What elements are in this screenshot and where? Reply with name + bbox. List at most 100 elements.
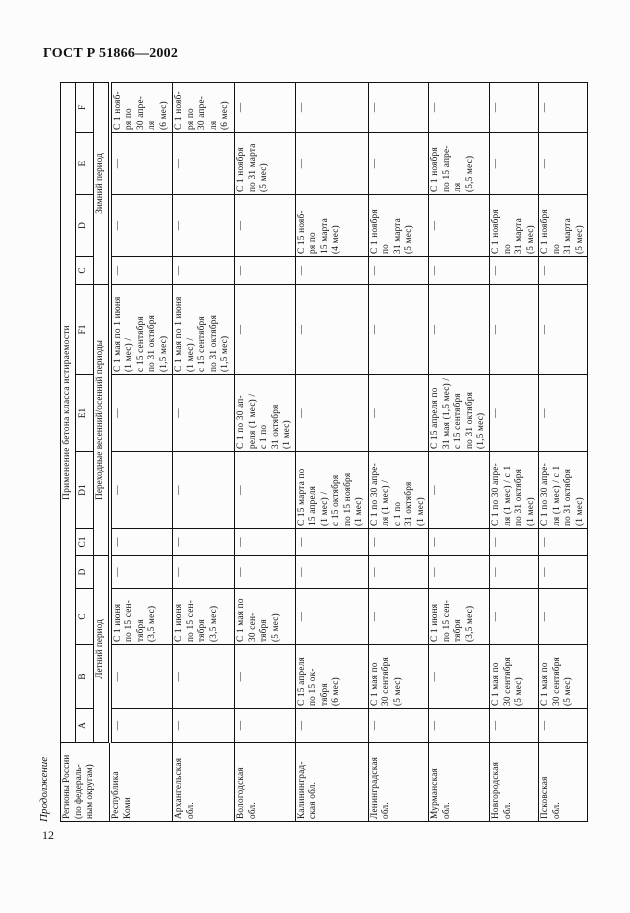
period-cell: — — [234, 194, 295, 257]
concrete-abrasion-table: Регионы России (по федераль- ным округам… — [60, 82, 588, 822]
rotated-table-wrapper: Регионы России (по федераль- ным округам… — [60, 82, 588, 822]
period-cell: — — [234, 555, 295, 589]
region-cell: Архангельская обл. — [172, 742, 235, 822]
period-cell: — — [172, 644, 235, 709]
period-cell: — — [368, 256, 429, 285]
table-row: Вологодская обл. — — С 1 мая по 30 сен- тяб… — [234, 82, 295, 822]
period-cell: — — [234, 82, 295, 133]
period-cell: — — [172, 194, 235, 257]
period-cell: — — [489, 588, 539, 645]
period-cell: — — [172, 528, 235, 556]
region-header: Регионы России (по федераль- ным округам… — [60, 742, 110, 822]
class-letters-row: A B C D C1 D1 E1 F1 C D E F — [75, 82, 93, 821]
column-header: C — [75, 588, 93, 645]
period-cell: — — [538, 374, 588, 452]
period-cell: — — [172, 374, 235, 452]
table-row: Псковская обл. — С 1 мая по 30 сентября (5… — [538, 82, 588, 822]
period-cell: С 1 ноября по 31 марта (5 мес) — [234, 132, 295, 195]
period-cell: — — [538, 708, 588, 743]
period-cell: — — [489, 374, 539, 452]
period-cell: С 1 июня по 15 сен- тября (3,5 мес) — [109, 588, 173, 645]
period-cell: С 15 нояб- ря по 15 марта (4 мес) — [295, 194, 368, 257]
period-cell: С 1 мая по 30 сентября (5 мес) — [368, 644, 429, 709]
period-cell: — — [428, 284, 490, 375]
table-body: Республика Коми — — С 1 июня по 15 сен- тяб… — [109, 82, 588, 822]
table-row: Ленинградская обл. — С 1 мая по 30 сентябр… — [368, 82, 429, 822]
column-header: B — [75, 644, 93, 709]
column-header: C — [75, 256, 93, 285]
table-row: Архангельская обл. — — С 1 июня по 15 сен- … — [172, 82, 235, 822]
period-cell: — — [295, 82, 368, 133]
column-header: E1 — [75, 374, 93, 452]
period-cell: — — [109, 451, 173, 529]
region-cell: Новгородская обл. — [489, 742, 539, 822]
period-cell: — — [428, 708, 490, 743]
period-cell: С 1 ноября по 31 марта (5 мес) — [368, 194, 429, 257]
period-cell: — — [489, 528, 539, 556]
document-title: ГОСТ Р 51866—2002 — [43, 46, 179, 61]
region-cell: Вологодская обл. — [234, 742, 295, 822]
period-cell: — — [368, 708, 429, 743]
period-cell: — — [109, 194, 173, 257]
table-row: Новгородская обл. — С 1 мая по 30 сентября… — [489, 82, 539, 822]
period-transitional: Переходные весенний/осенний периоды — [93, 284, 110, 556]
period-cell: — — [538, 555, 588, 589]
period-cell: — — [489, 256, 539, 285]
period-cell: — — [109, 528, 173, 556]
period-cell: — — [295, 528, 368, 556]
period-summer: Летний период — [93, 555, 110, 743]
period-cell: — — [538, 528, 588, 556]
period-cell: — — [428, 82, 490, 133]
period-cell: С 1 ноября по 15 апре- ля (5,5 мес) — [428, 132, 490, 195]
period-cell: — — [368, 588, 429, 645]
period-cell: — — [428, 644, 490, 709]
period-cell: — — [109, 555, 173, 589]
period-cell: — — [538, 82, 588, 133]
continuation-label: Продолжение — [38, 756, 50, 822]
period-cell: — — [368, 528, 429, 556]
table-row: Республика Коми — — С 1 июня по 15 сен- тяб… — [109, 82, 173, 822]
region-cell: Мурманская обл. — [428, 742, 490, 822]
period-cell: — — [428, 451, 490, 529]
period-cell: — — [368, 82, 429, 133]
period-cell: — — [368, 374, 429, 452]
region-cell: Калининград- ская обл. — [295, 742, 368, 822]
period-cell: — — [489, 284, 539, 375]
period-cell: С 1 по 30 апре- ля (1 мес) / с 1 по 31 о… — [489, 451, 539, 529]
period-cell: — — [172, 132, 235, 195]
column-header: D — [75, 194, 93, 257]
period-cell: — — [538, 256, 588, 285]
period-cell: С 1 мая по 1 июня (1 мес) / с 15 сентябр… — [109, 284, 173, 375]
period-cell: — — [172, 451, 235, 529]
period-cell: С 1 мая по 1 июня (1 мес) / с 15 сентябр… — [172, 284, 235, 375]
period-cell: — — [295, 708, 368, 743]
region-cell: Псковская обл. — [538, 742, 588, 822]
period-cell: С 1 ноября по 31 марта (5 мес) — [489, 194, 539, 257]
period-cell: С 1 июня по 15 сен- тября (3,5 мес) — [172, 588, 235, 645]
period-cell: — — [295, 132, 368, 195]
column-header: E — [75, 132, 93, 195]
period-cell: — — [295, 555, 368, 589]
period-cell: — — [172, 555, 235, 589]
region-cell: Ленинградская обл. — [368, 742, 429, 822]
period-cell: — — [489, 555, 539, 589]
period-cell: С 15 марта по 15 апреля (1 мес) / с 15 о… — [295, 451, 368, 529]
table-row: Калининград- ская обл. — С 15 апреля по 15… — [295, 82, 368, 822]
period-cell: С 1 нояб- ря по 30 апре- ля (6 мес) — [109, 82, 173, 133]
column-header: F — [75, 82, 93, 133]
page-number: 12 — [42, 828, 54, 842]
period-cell: — — [538, 588, 588, 645]
period-cell: — — [368, 555, 429, 589]
period-cell: — — [295, 374, 368, 452]
period-cell: С 15 апреля по 31 мая (1,5 мес) / с 15 с… — [428, 374, 490, 452]
period-cell: С 1 нояб- ря по 30 апре- ля (6 мес) — [172, 82, 235, 133]
period-cell: — — [109, 132, 173, 195]
period-cell: С 1 по 30 апре- ля (1 мес) / с 1 по 31 о… — [538, 451, 588, 529]
period-cell: С 1 по 30 ап- реля (1 мес) / с 1 по 31 о… — [234, 374, 295, 452]
column-header: D1 — [75, 451, 93, 529]
period-cell: — — [538, 284, 588, 375]
period-cell: С 1 мая по 30 сен- тября (5 мес) — [234, 588, 295, 645]
period-cell: — — [368, 132, 429, 195]
column-header: F1 — [75, 284, 93, 375]
period-cell: С 1 мая по 30 сентября (5 мес) — [538, 644, 588, 709]
